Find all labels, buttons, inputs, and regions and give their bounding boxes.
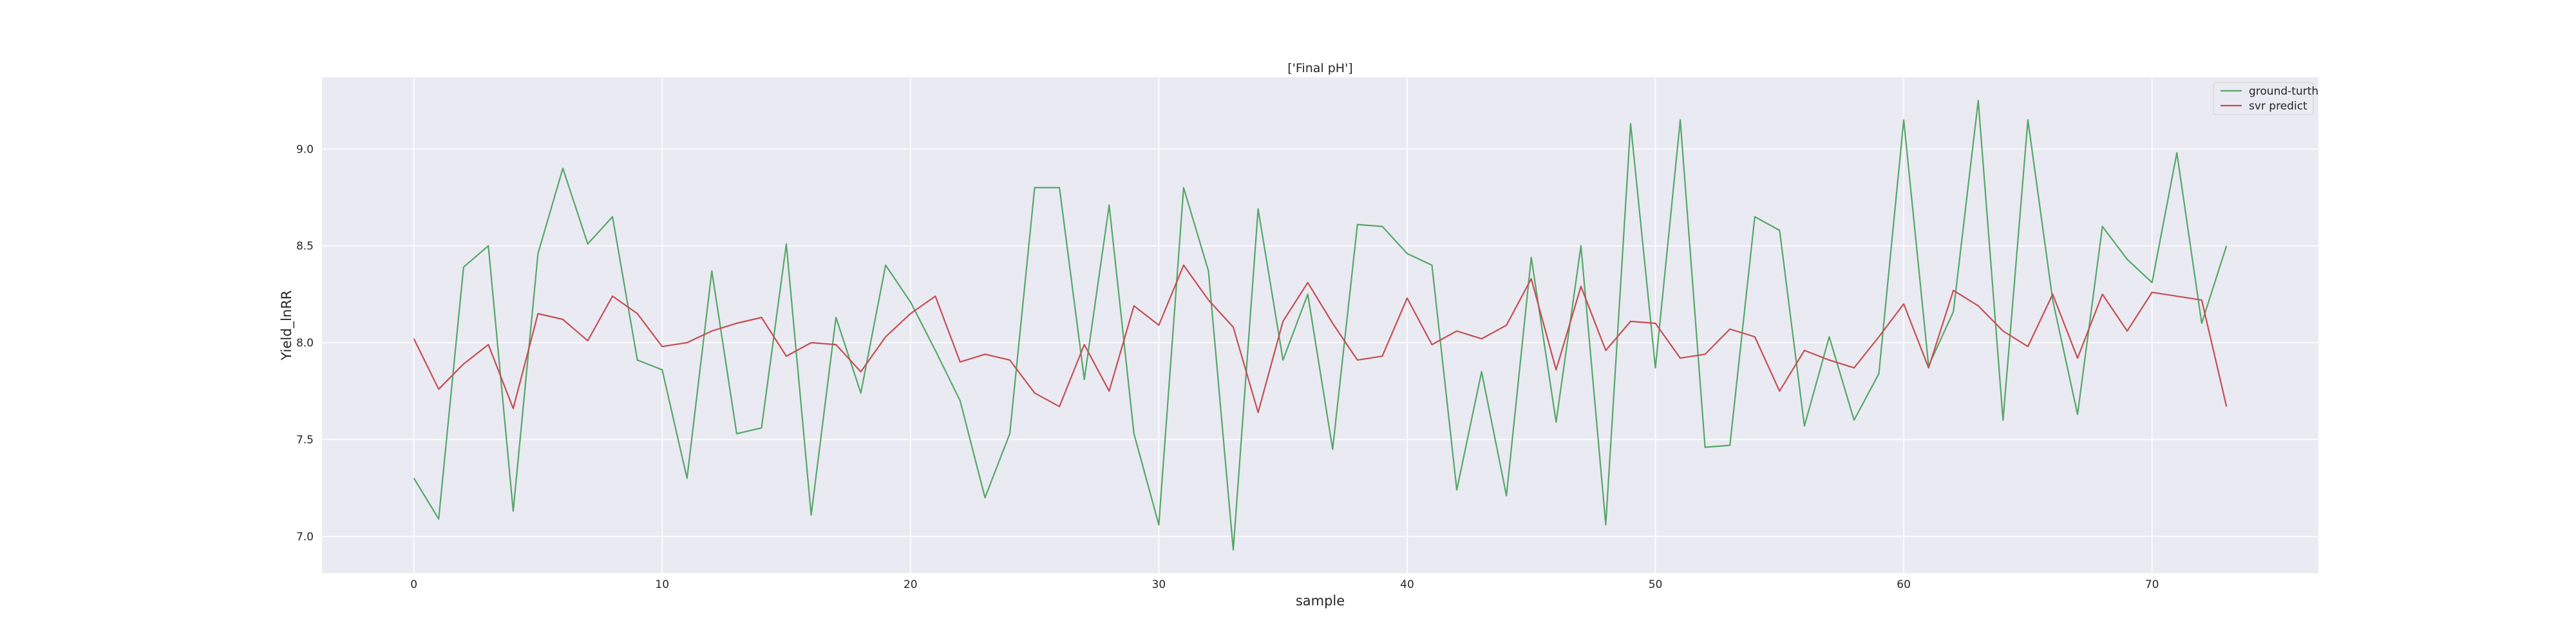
tick-labels: 0 10 20 30 40 50 60 70 7.0 7.5 8.0 8.5 9.0: [296, 143, 2159, 591]
x-tick-label: 50: [1649, 578, 1663, 591]
x-tick-label: 0: [410, 578, 417, 591]
y-tick-label: 9.0: [296, 143, 314, 156]
x-tick-label: 30: [1152, 578, 1166, 591]
chart-title: ['Final pH']: [1287, 61, 1352, 75]
legend-label-svr-predict: svr predict: [2249, 100, 2307, 113]
series-line-svr-predict: [413, 264, 2228, 413]
x-tick-label: 60: [1897, 578, 1911, 591]
legend: ground-turth svr predict: [2213, 82, 2318, 115]
x-tick-label: 20: [904, 578, 918, 591]
y-tick-label: 8.0: [296, 337, 314, 350]
y-axis-label: Yield_lnRR: [279, 290, 295, 361]
series-lines: [413, 100, 2228, 551]
x-tick-label: 40: [1400, 578, 1414, 591]
x-tick-label: 10: [655, 578, 669, 591]
x-axis-label: sample: [1296, 593, 1345, 609]
y-tick-label: 7.5: [296, 433, 314, 446]
grid: [322, 77, 2318, 573]
y-tick-label: 8.5: [296, 240, 314, 253]
plot-area: [322, 77, 2318, 573]
series-line-ground-turth: [413, 100, 2228, 551]
legend-label-ground-turth: ground-turth: [2249, 85, 2318, 98]
x-tick-label: 70: [2145, 578, 2159, 591]
y-tick-label: 7.0: [296, 531, 314, 544]
